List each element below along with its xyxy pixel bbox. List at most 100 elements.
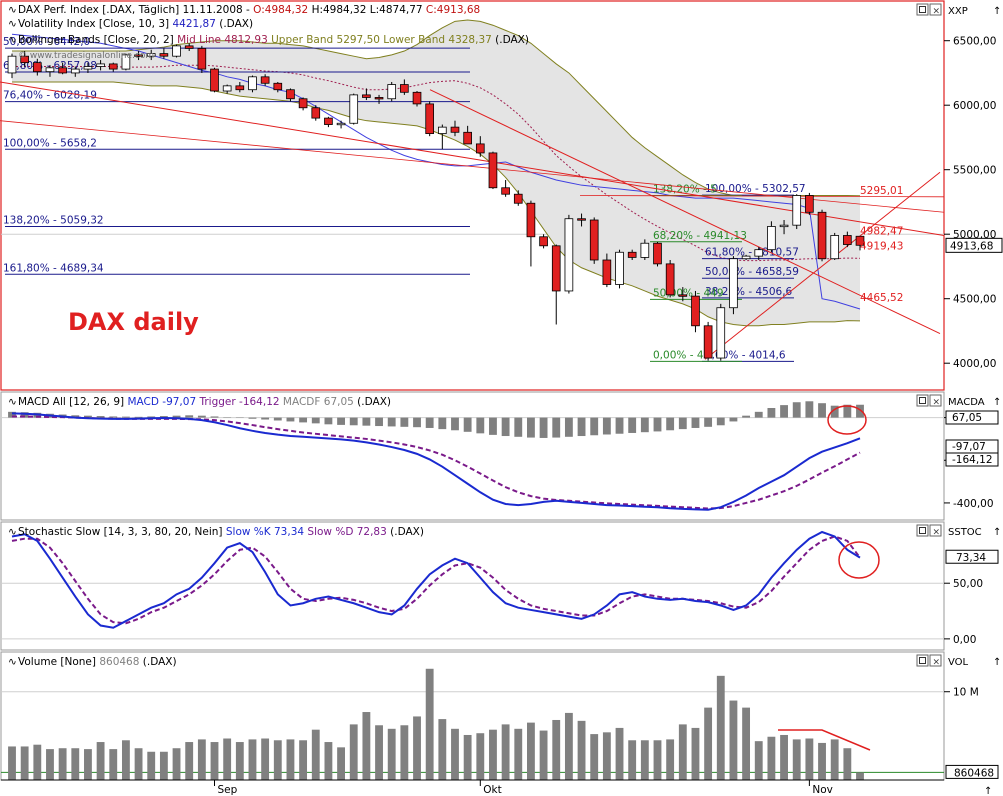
- volume-bar: [84, 749, 92, 780]
- volume-bar: [438, 719, 447, 780]
- macd-hist-bar: [387, 417, 396, 427]
- fib-label-green: 138,20% - 5: [653, 184, 717, 196]
- volume-bar: [602, 732, 611, 780]
- arrow-up-icon[interactable]: ↑: [984, 786, 992, 796]
- macd-hist-bar: [337, 417, 345, 425]
- price-header: ∿ DAX Perf. Index [.DAX, Täglich] 11.11.…: [8, 4, 529, 61]
- candle-body: [729, 258, 738, 309]
- candle-body: [665, 263, 675, 296]
- maximize-icon[interactable]: [916, 654, 929, 667]
- candle-body: [45, 67, 55, 73]
- macd-panel-frame[interactable]: [0, 391, 945, 521]
- candle-body: [20, 55, 29, 64]
- stoch-highlight-circle: [838, 541, 880, 579]
- stoch-header: ∿ Stochastic Slow [14, 3, 3, 80, 20, Nei…: [8, 526, 424, 538]
- volume-bar: [856, 772, 864, 780]
- candle-body: [336, 122, 346, 126]
- price-tick-label: 6000,00: [953, 100, 996, 112]
- macd-hist-bar: [843, 404, 852, 418]
- macd-hist-bar: [375, 417, 383, 427]
- macd-hist-bar: [324, 417, 333, 425]
- price-tick-label: 4500,00: [953, 294, 996, 306]
- trend-line: [0, 120, 945, 213]
- candle-body: [362, 94, 371, 98]
- fib-label-left: 161,80% - 4689,34: [3, 262, 104, 274]
- macd-hist-bar: [539, 417, 548, 438]
- price-panel-frame[interactable]: [0, 0, 945, 391]
- fib-label-green: 0,00% - 40: [653, 349, 710, 361]
- arrow-up-icon[interactable]: ↑: [993, 657, 1001, 668]
- volume-bar: [666, 739, 675, 780]
- candle-body: [779, 224, 789, 228]
- macd-hist-bar: [299, 417, 308, 423]
- maximize-icon[interactable]: [916, 3, 929, 16]
- candle-body: [70, 68, 80, 74]
- candle-body: [589, 219, 599, 261]
- macd-hist-bar: [653, 417, 662, 432]
- macd-hist-bar: [678, 417, 687, 430]
- macd-hist-bar: [185, 415, 194, 418]
- volume-bar: [780, 734, 788, 780]
- candle-body: [273, 82, 283, 91]
- candle-body: [146, 53, 156, 57]
- macd-header: ∿ MACD All [12, 26, 9] MACD -97,07 Trigg…: [8, 396, 391, 408]
- volume-bar: [413, 716, 421, 780]
- maximize-icon[interactable]: [916, 394, 929, 407]
- volume-bar: [716, 675, 725, 780]
- maximize-icon-glyph: [919, 6, 926, 13]
- volume-bar: [58, 748, 67, 780]
- bollinger-mid-line: [12, 64, 861, 262]
- volume-bar: [704, 707, 713, 780]
- macd-hist-bar: [451, 417, 459, 431]
- arrow-up-icon[interactable]: ↑: [993, 397, 1001, 408]
- fib-label-green: 50,00% - 449: [653, 287, 724, 299]
- macd-hist-bar: [640, 417, 649, 433]
- volume-bar: [286, 739, 295, 780]
- close-icon[interactable]: [929, 3, 942, 16]
- stoch-tick-label: 0,00: [953, 634, 976, 646]
- volume-bar: [121, 740, 130, 780]
- panel-buttons: × × × ×: [916, 3, 942, 668]
- level-label: 5295,01: [860, 185, 903, 197]
- macd-hist-bar: [362, 417, 371, 426]
- macd-hist-bar: [830, 405, 839, 418]
- volume-bar: [754, 741, 763, 780]
- volume-bar: [818, 742, 826, 780]
- macd-hist-bar: [273, 417, 282, 421]
- candle-body: [703, 325, 713, 359]
- volume-bar: [552, 719, 561, 780]
- volume-bar: [640, 740, 649, 780]
- close-icon[interactable]: [929, 394, 942, 407]
- close-icon-glyph: ×: [933, 528, 941, 538]
- candle-body: [425, 103, 434, 134]
- volume-header: ∿ Volume [None] 860468 (.DAX): [8, 656, 177, 668]
- candle-body: [121, 54, 131, 70]
- macd-hist-bar: [197, 415, 206, 418]
- close-icon[interactable]: [929, 524, 942, 537]
- volume-bar: [273, 740, 282, 780]
- candle-body: [577, 218, 586, 221]
- volume-bar: [805, 738, 814, 780]
- maximize-icon[interactable]: [916, 524, 929, 537]
- volume-axis-unit: VOL: [948, 657, 969, 668]
- macd-tag-value: -97,07: [952, 441, 986, 453]
- close-icon-glyph: ×: [933, 398, 941, 408]
- volume-bar: [476, 733, 485, 780]
- volume-bar: [400, 725, 409, 780]
- candle-body: [349, 94, 359, 124]
- macd-hist-bar: [564, 417, 573, 437]
- macd-hist-bar: [286, 417, 295, 422]
- volume-bar: [742, 707, 751, 780]
- candle-body: [387, 84, 397, 100]
- candle-body: [172, 45, 181, 57]
- candle-body: [7, 55, 17, 74]
- close-icon[interactable]: [929, 654, 942, 667]
- macd-hist-bar: [210, 416, 219, 418]
- arrow-up-icon[interactable]: ↑: [993, 527, 1001, 538]
- candle-body: [691, 295, 700, 327]
- arrow-up-icon[interactable]: ↑: [993, 6, 1001, 17]
- stoch-panel-frame[interactable]: [0, 521, 945, 651]
- candle-body: [96, 63, 105, 67]
- macd-hist-bar: [856, 404, 864, 418]
- volume-trend-line: [778, 729, 871, 751]
